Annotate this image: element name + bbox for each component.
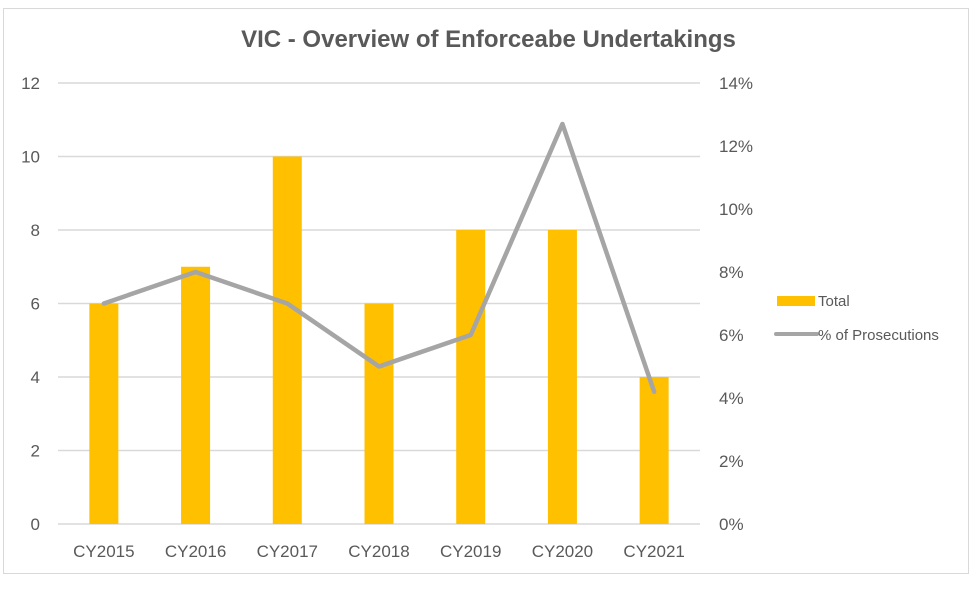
chart-title: VIC - Overview of Enforceabe Undertaking…	[241, 26, 736, 53]
left-axis-tick-label: 2	[31, 442, 40, 461]
left-axis-tick-label: 10	[21, 148, 40, 167]
x-axis-tick-label: CY2017	[257, 542, 318, 561]
left-axis-ticks: 0 2 4 6 8 10 12	[21, 74, 40, 534]
legend-label-total: Total	[818, 293, 850, 310]
right-axis-tick-label: 4%	[719, 389, 744, 408]
legend-label-prosecutions: % of Prosecutions	[818, 327, 939, 344]
right-axis-tick-label: 12%	[719, 137, 753, 156]
bar-CY2015	[89, 303, 119, 524]
x-axis-tick-label: CY2015	[73, 542, 134, 561]
left-axis-tick-label: 4	[31, 368, 40, 387]
bar-CY2018	[364, 303, 394, 524]
x-axis-tick-label: CY2016	[165, 542, 226, 561]
bar-CY2017	[272, 156, 302, 524]
right-axis-tick-label: 0%	[719, 515, 744, 534]
right-axis-tick-label: 8%	[719, 263, 744, 282]
left-axis-tick-label: 8	[31, 221, 40, 240]
x-axis-ticks: CY2015 CY2016 CY2017 CY2018 CY2019 CY2020 CY20…	[73, 542, 685, 561]
x-axis-tick-label: CY2018	[348, 542, 409, 561]
left-axis-tick-label: 6	[31, 295, 40, 314]
chart-frame	[3, 8, 969, 574]
legend: Total % of Prosecutions	[774, 293, 939, 344]
x-axis-tick-label: CY2019	[440, 542, 501, 561]
bar-CY2016	[181, 266, 211, 524]
left-axis-tick-label: 0	[31, 515, 40, 534]
right-axis-tick-label: 10%	[719, 200, 753, 219]
line-series-prosecutions	[101, 121, 657, 394]
x-axis-tick-label: CY2021	[623, 542, 684, 561]
right-axis-tick-label: 6%	[719, 326, 744, 345]
bar-CY2020	[547, 230, 577, 524]
left-axis-tick-label: 12	[21, 74, 40, 93]
right-axis-tick-label: 14%	[719, 74, 753, 93]
right-axis-tick-label: 2%	[719, 452, 744, 471]
right-axis-ticks: 0% 2% 4% 6% 8% 10% 12% 14%	[719, 74, 753, 534]
x-axis-tick-label: CY2020	[532, 542, 593, 561]
legend-swatch-total	[777, 296, 815, 306]
bar-series-total	[89, 156, 669, 524]
bar-CY2021	[639, 377, 669, 524]
bar-CY2019	[456, 230, 486, 524]
